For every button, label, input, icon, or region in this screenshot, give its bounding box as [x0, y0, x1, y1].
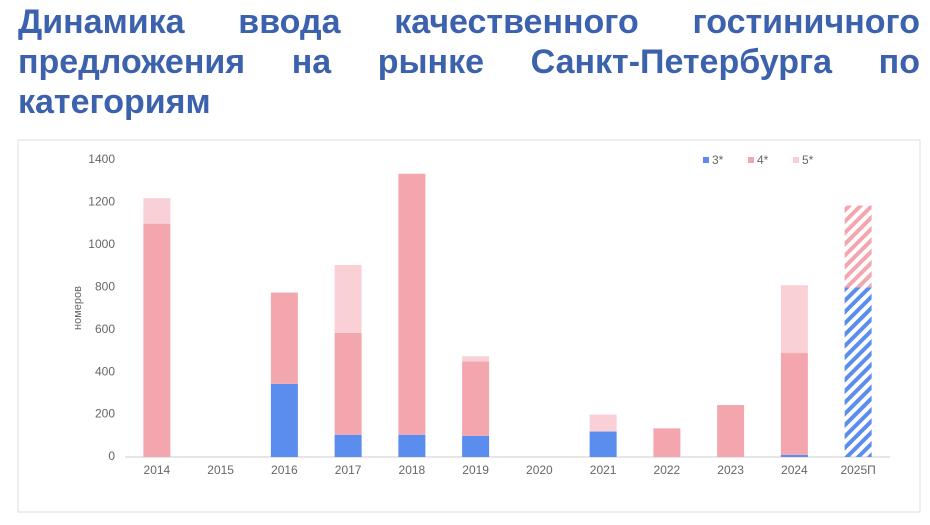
bar-segment: [653, 428, 681, 457]
bar-segment: [780, 353, 808, 455]
bar-segment: [462, 435, 490, 457]
bar-segment: [398, 434, 426, 457]
legend-swatch: [793, 157, 799, 163]
y-tick-label: 200: [95, 407, 115, 421]
y-axis-label: номеров: [72, 286, 84, 330]
y-tick-label: 1000: [88, 237, 115, 251]
bar-segment: [589, 431, 617, 457]
x-tick-label: 2020: [526, 463, 553, 477]
legend-swatch: [703, 157, 709, 163]
x-tick-label: 2018: [399, 463, 426, 477]
bar-segment: [717, 405, 745, 457]
x-tick-label: 2019: [462, 463, 489, 477]
bar-segment: [270, 383, 298, 457]
bar-segment: [844, 287, 872, 457]
bar-segment: [143, 223, 171, 457]
bar-segment: [334, 434, 362, 457]
bar-segment: [844, 205, 872, 288]
y-tick-label: 1200: [88, 195, 115, 209]
x-tick-label: 2023: [717, 463, 744, 477]
bar-segment: [780, 454, 808, 457]
bar-segment: [589, 414, 617, 432]
bar-segment: [780, 285, 808, 354]
y-tick-label: 600: [95, 322, 115, 336]
y-tick-label: 400: [95, 364, 115, 378]
x-tick-label: 2017: [335, 463, 362, 477]
x-tick-label: 2024: [781, 463, 808, 477]
bar-segment: [143, 198, 171, 224]
x-tick-label: 2025П: [840, 463, 875, 477]
bar-segment: [462, 356, 490, 362]
x-tick-label: 2021: [590, 463, 617, 477]
bar-segment: [270, 292, 298, 384]
bar-segment: [462, 361, 490, 436]
legend-label: 3*: [712, 153, 724, 167]
y-tick-label: 1400: [88, 152, 115, 166]
chart-frame: [17, 139, 921, 513]
bar-segment: [334, 265, 362, 333]
bar-segment: [398, 173, 426, 435]
x-tick-label: 2015: [207, 463, 234, 477]
x-tick-label: 2022: [654, 463, 681, 477]
legend-swatch: [748, 157, 754, 163]
legend-label: 5*: [802, 153, 814, 167]
legend-label: 4*: [757, 153, 769, 167]
x-tick-label: 2014: [144, 463, 171, 477]
chart-title: Динамика ввода качественного гостиничног…: [18, 3, 920, 121]
x-tick-label: 2016: [271, 463, 298, 477]
bar-segment: [334, 332, 362, 435]
y-tick-label: 800: [95, 279, 115, 293]
y-tick-label: 0: [108, 449, 115, 463]
